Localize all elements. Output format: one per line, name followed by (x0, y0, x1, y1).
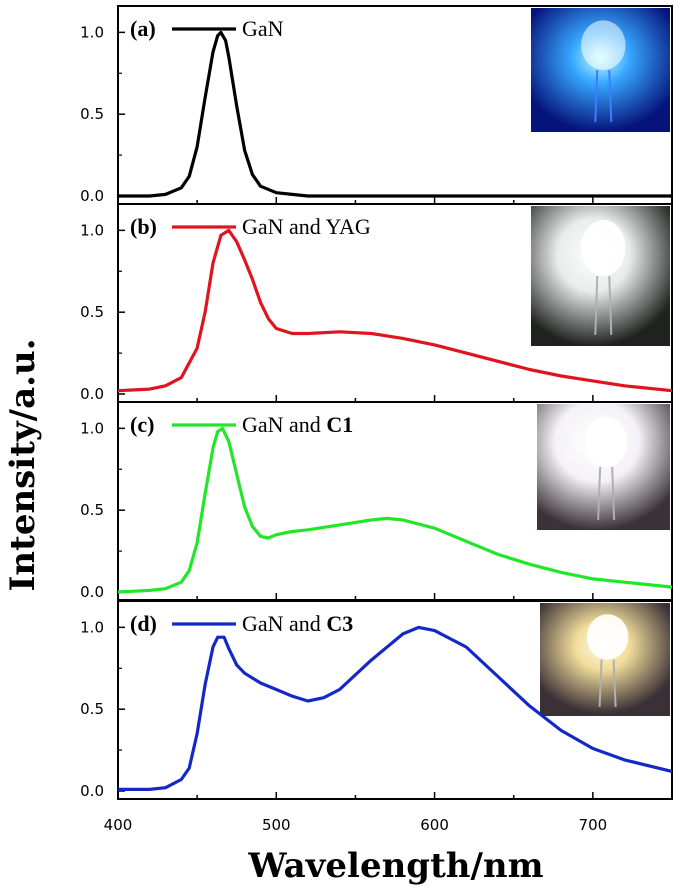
legend-label: GaN (242, 16, 284, 41)
panel-frame (117, 600, 673, 800)
y-tick-label: 0.5 (80, 501, 104, 519)
series-line (117, 228, 673, 393)
y-tick-label: 0.0 (80, 187, 104, 205)
series-line (118, 30, 672, 198)
y-tick-label: 1.0 (80, 419, 104, 437)
blue-led-photo (531, 8, 670, 132)
legend-label: GaN and YAG (242, 214, 371, 239)
panel-b: 0.0 0.5 1.0 (b) GaN and YAG (80, 203, 673, 403)
x-tick-label: 500 (262, 816, 291, 834)
white-led-photo-c1 (537, 404, 670, 530)
legend-label: GaN and C3 (242, 611, 353, 636)
y-tick-label: 0.0 (80, 583, 104, 601)
white-led-photo (531, 206, 670, 346)
panel-a: 0.0 0.5 1.0 (a) GaN (80, 5, 673, 205)
y-tick-label: 0.5 (80, 303, 104, 321)
panel-c: 0.0 0.5 1.0 (c) GaN and C1 (80, 401, 673, 601)
panel-label: (b) (130, 214, 157, 239)
panel-d: 0.0 0.5 1.0 (d) GaN and C3 (80, 600, 673, 800)
y-tick-label: 1.0 (80, 23, 104, 41)
y-tick-label: 1.0 (80, 221, 104, 239)
warm-white-led-photo (540, 603, 670, 716)
panel-label: (a) (130, 16, 156, 41)
x-tick-label: 600 (420, 816, 449, 834)
y-axis-label: Intensity/a.u. (3, 338, 43, 591)
y-tick-label: 1.0 (80, 618, 104, 636)
y-tick-label: 0.0 (80, 385, 104, 403)
x-axis-label: Wavelength/nm (247, 846, 543, 886)
y-tick-label: 0.5 (80, 700, 104, 718)
x-tick-label: 700 (579, 816, 608, 834)
legend-label: GaN and C1 (242, 412, 353, 437)
panel-label: (d) (130, 611, 157, 636)
series-line (118, 625, 673, 791)
y-tick-label: 0.0 (80, 782, 104, 800)
x-tick-label: 400 (104, 816, 133, 834)
x-axis-ticks: 400 500 600 700 (104, 816, 607, 834)
panel-label: (c) (130, 412, 154, 437)
series-line (117, 426, 673, 594)
y-tick-label: 0.5 (80, 105, 104, 123)
